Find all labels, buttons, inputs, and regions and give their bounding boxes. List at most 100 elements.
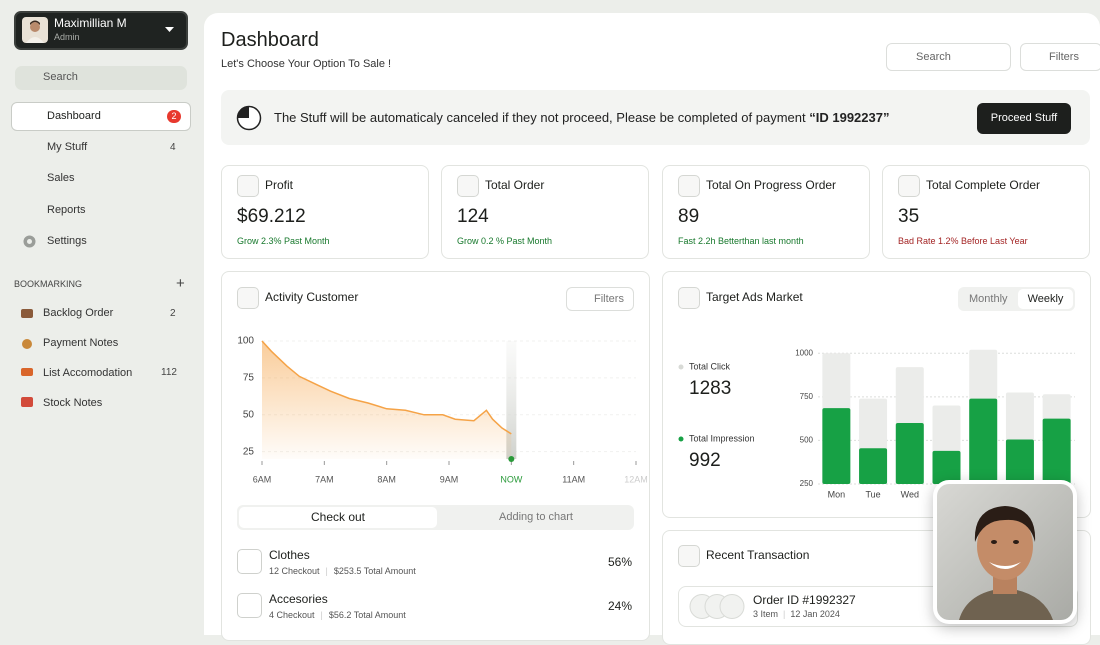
video-call[interactable] <box>933 480 1077 624</box>
filters-text: Filters <box>1049 51 1079 63</box>
card-icon <box>678 175 700 197</box>
y-tick-label: 50 <box>243 409 255 420</box>
bar <box>859 448 888 484</box>
order-id: Order ID #1992327 <box>753 593 856 607</box>
nav-label[interactable]: My Stuff <box>47 141 88 153</box>
nav-label[interactable]: Reports <box>47 204 86 216</box>
bar <box>932 450 961 484</box>
page-title: Dashboard <box>221 29 319 51</box>
item-share: 24% <box>607 599 632 613</box>
filters-text: Filters <box>594 293 624 305</box>
bookmark-label[interactable]: Payment Notes <box>43 337 119 349</box>
item-checkout: 12 Checkout <box>269 566 320 576</box>
item-meta: 12 Checkout | $253.5 Total Amount <box>269 566 416 576</box>
x-tick-label: Tue <box>865 489 880 499</box>
stat-label: Total On Progress Order <box>706 178 837 192</box>
x-tick-label: 6AM <box>253 474 272 484</box>
nav-label[interactable]: Settings <box>47 235 87 247</box>
stat-note: Fast 2.2h Betterthan last month <box>678 236 804 246</box>
x-tick-label: Wed <box>901 489 919 499</box>
order-date: 12 Jan 2024 <box>790 609 840 619</box>
legend-dot <box>678 436 684 442</box>
proceed-button[interactable]: Proceed Stuff <box>977 103 1071 134</box>
section-title: BOOKMARKING <box>14 279 83 289</box>
user-name: Maximillian M <box>54 16 127 30</box>
item-checkbox[interactable] <box>237 593 262 618</box>
stat-card <box>221 165 429 259</box>
bar <box>1005 439 1034 484</box>
now-highlight <box>506 341 517 459</box>
order-meta: 3 Item | 12 Jan 2024 <box>753 609 840 619</box>
tab[interactable]: Adding to chart <box>499 511 573 523</box>
legend-label: Total Click <box>689 361 731 371</box>
filters-button[interactable] <box>1020 43 1100 71</box>
bookmark-label[interactable]: Backlog Order <box>43 307 114 319</box>
bar <box>895 422 924 484</box>
toggle-active[interactable]: Weekly <box>1018 289 1073 309</box>
y-tick-label: 75 <box>243 373 255 384</box>
nav-count: 4 <box>170 142 176 153</box>
page-subtitle: Let's Choose Your Option To Sale ! <box>221 58 392 70</box>
stat-label: Total Complete Order <box>926 178 1041 192</box>
bookmark-label[interactable]: Stock Notes <box>43 397 103 409</box>
card-icon <box>898 175 920 197</box>
card-title: Activity Customer <box>265 290 359 304</box>
transaction-avatars <box>689 594 745 619</box>
alert-id: “ID 1992237” <box>809 110 890 125</box>
y-tick-label: 100 <box>237 336 254 347</box>
y-tick-label: 750 <box>800 392 814 401</box>
bar <box>822 408 851 484</box>
ads-chart: 1000 750 500 250 Total Click 1283 Total Impres… <box>678 348 1075 499</box>
x-tick-label: NOW <box>500 474 523 484</box>
nav-label: Dashboard <box>47 110 101 122</box>
stat-note: Grow 0.2 % Past Month <box>457 236 553 246</box>
stat-note: Bad Rate 1.2% Before Last Year <box>898 236 1028 246</box>
order-items: 3 Item <box>753 609 779 619</box>
stat-note: Grow 2.3% Past Month <box>237 236 330 246</box>
stat-value: 89 <box>678 206 700 227</box>
card-icon <box>678 287 700 309</box>
alert-message: The Stuff will be automaticaly canceled … <box>274 110 806 125</box>
x-tick-label: 9AM <box>440 474 459 484</box>
add-bookmark[interactable]: + <box>176 275 185 292</box>
now-dot <box>508 456 515 462</box>
toggle-option[interactable]: Monthly <box>969 293 1008 305</box>
stat-value: 35 <box>898 206 920 227</box>
y-tick-label: 250 <box>800 479 814 488</box>
alert-icon <box>236 105 262 131</box>
area-line <box>261 340 512 435</box>
alert-banner <box>221 90 1090 145</box>
y-tick-label: 500 <box>800 436 814 445</box>
card-icon <box>457 175 479 197</box>
card-title: Recent Transaction <box>706 548 810 562</box>
bookmark-icons <box>21 309 33 407</box>
bookmark-count: 2 <box>170 308 176 319</box>
stat-label: Profit <box>265 178 294 192</box>
stat-label: Total Order <box>485 178 545 192</box>
card-icon <box>237 287 259 309</box>
x-tick-label: Mon <box>828 489 846 499</box>
bookmark-label[interactable]: List Accomodation <box>43 367 133 379</box>
y-tick-label: 25 <box>243 446 255 457</box>
stat-value: $69.212 <box>237 206 306 227</box>
card-title: Target Ads Market <box>706 290 803 304</box>
legend-total: 1283 <box>689 378 731 399</box>
filters-button[interactable] <box>566 287 634 311</box>
stat-value: 124 <box>457 206 489 227</box>
transaction-row[interactable] <box>678 586 1078 627</box>
nav-active[interactable] <box>11 102 191 131</box>
y-tick-label: 1000 <box>795 348 813 357</box>
user-avatar <box>22 17 48 43</box>
legend-total: 992 <box>689 450 721 471</box>
tab-active[interactable]: Check out <box>239 507 437 528</box>
activity-chart: 100 75 50 25 6AM 7AM 8AM 9AM NOW 11AM 12AM <box>237 336 647 485</box>
search-box[interactable] <box>886 43 1011 71</box>
bar <box>969 398 998 484</box>
item-checkbox[interactable] <box>237 549 262 574</box>
sidebar-search[interactable] <box>15 66 187 90</box>
sidebar-search-text: Search <box>43 71 78 83</box>
legend-dot <box>678 364 684 370</box>
bar <box>1042 418 1071 484</box>
nav-label[interactable]: Sales <box>47 172 75 184</box>
